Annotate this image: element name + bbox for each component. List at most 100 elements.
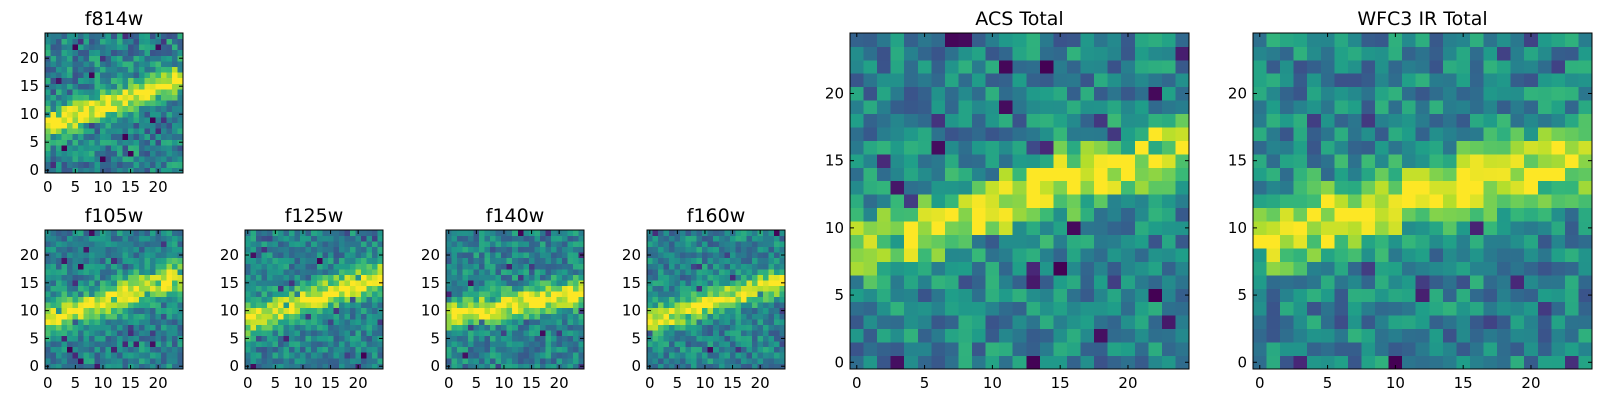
heatmap-cell <box>729 252 736 259</box>
heatmap-cell <box>556 241 563 248</box>
heatmap-cell <box>985 315 1000 330</box>
heatmap-cell <box>658 357 664 364</box>
heatmap-cells-acs-total <box>850 33 1190 370</box>
heatmap-cell <box>556 280 563 286</box>
heatmap-cell <box>1456 180 1471 195</box>
heatmap-cell <box>305 302 312 309</box>
heatmap-cell <box>917 73 932 88</box>
heatmap-cell <box>311 268 318 275</box>
heatmap-cell <box>338 246 345 253</box>
heatmap-cell <box>1121 342 1136 356</box>
heatmap-cell <box>1375 46 1389 61</box>
heatmap-cell <box>116 246 123 253</box>
heatmap-cell <box>850 248 864 262</box>
heatmap-cell <box>1510 59 1525 74</box>
heatmap-cell <box>762 235 769 242</box>
heatmap-cell <box>685 291 692 298</box>
heatmap-cell <box>355 318 362 325</box>
heatmap-cell <box>550 235 557 242</box>
heatmap-cell <box>100 150 107 157</box>
heatmap-cell <box>751 352 758 359</box>
heatmap-cell <box>1026 234 1041 249</box>
heatmap-cell <box>149 268 156 275</box>
heatmap-cell <box>740 335 747 342</box>
heatmap-cell <box>67 285 73 292</box>
heatmap-cell <box>160 335 167 342</box>
x-tick-label: 15 <box>1454 374 1473 392</box>
heatmap-cell <box>1537 274 1552 289</box>
heatmap-cell <box>177 38 184 45</box>
heatmap-cell <box>138 145 145 151</box>
heatmap-cell <box>1551 180 1566 195</box>
heatmap-cell <box>294 341 301 348</box>
heatmap-cell <box>1524 33 1539 47</box>
heatmap-cell <box>972 59 986 74</box>
heatmap-cell <box>707 324 714 331</box>
heatmap-cell <box>1053 59 1068 74</box>
heatmap-cell <box>490 235 497 242</box>
heatmap-cell <box>1094 274 1109 289</box>
heatmap-cell <box>1253 315 1267 330</box>
heatmap-cell <box>1080 301 1095 316</box>
heatmap-cell <box>663 291 670 298</box>
heatmap-cell <box>751 274 758 281</box>
heatmap-cell <box>451 346 458 353</box>
heatmap-cell <box>149 263 156 270</box>
heatmap-cell <box>545 252 552 259</box>
heatmap-cell <box>1524 153 1539 168</box>
heatmap-cell <box>1442 86 1457 101</box>
heatmap-cell <box>1053 261 1068 276</box>
heatmap-cell <box>1551 33 1566 47</box>
heatmap-cell <box>116 330 123 337</box>
heatmap-cell <box>1053 328 1068 343</box>
heatmap-cell <box>272 357 279 364</box>
heatmap-cell <box>127 357 134 364</box>
heatmap-cell <box>647 268 653 275</box>
heatmap-cell <box>479 263 486 270</box>
heatmap-cell <box>327 263 334 270</box>
heatmap-cell <box>696 324 703 331</box>
heatmap-cell <box>366 324 373 331</box>
y-tick-label: 5 <box>1237 286 1247 304</box>
heatmap-cell <box>451 241 458 248</box>
heatmap-cell <box>1134 194 1149 209</box>
heatmap-cell <box>528 341 535 348</box>
heatmap-cell <box>78 324 85 331</box>
heatmap-cell <box>122 77 129 84</box>
heatmap-cell <box>707 363 714 370</box>
heatmap-cell <box>1107 288 1122 303</box>
heatmap-cell <box>171 274 178 281</box>
heatmap-cell <box>446 257 452 264</box>
heatmap-cell <box>1510 274 1525 289</box>
heatmap-cell <box>72 66 79 73</box>
heatmap-cell <box>1266 355 1281 370</box>
heatmap-cell <box>111 230 118 236</box>
heatmap-cell <box>138 296 145 303</box>
heatmap-cell <box>647 324 653 331</box>
heatmap-cell <box>67 246 73 253</box>
heatmap-cell <box>245 285 251 292</box>
heatmap-cell <box>545 318 552 325</box>
heatmap-cell <box>724 252 731 259</box>
heatmap-cell <box>78 263 85 270</box>
heatmap-cell <box>89 280 96 286</box>
heatmap-cell <box>972 221 986 235</box>
heatmap-cell <box>111 49 118 56</box>
heatmap-cell <box>572 257 579 264</box>
heatmap-cell <box>116 111 123 118</box>
heatmap-cell <box>850 288 864 303</box>
heatmap-cell <box>1094 261 1109 276</box>
heatmap-cell <box>56 296 62 303</box>
heatmap-cell <box>1107 167 1122 182</box>
heatmap-cell <box>111 324 118 331</box>
heatmap-cell <box>355 257 362 264</box>
heatmap-cell <box>696 352 703 359</box>
heatmap-cell <box>545 274 552 281</box>
heatmap-cell <box>958 86 973 101</box>
heatmap-cell <box>561 352 568 359</box>
heatmap-cell <box>773 363 780 370</box>
heatmap-cell <box>289 352 296 359</box>
heatmap-cell <box>572 268 579 275</box>
heatmap-cell <box>349 352 356 359</box>
